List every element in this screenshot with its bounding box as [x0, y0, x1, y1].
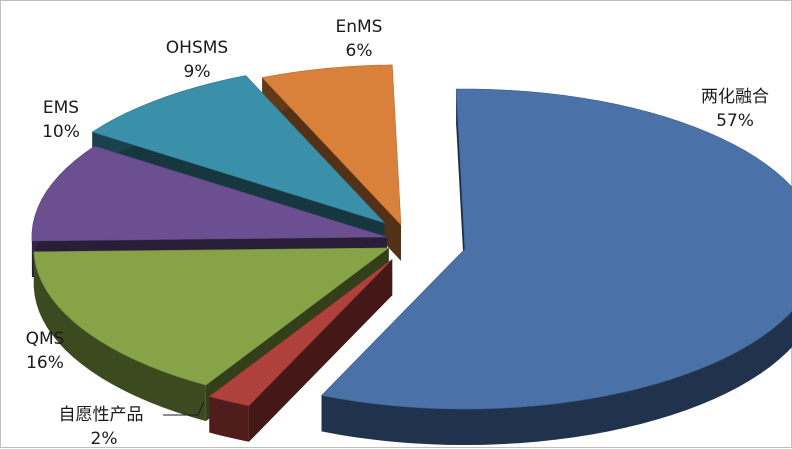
labels-layer: 两化融合 57% 自愿性产品 2% QMS 16% EMS 10% OHSMS …: [26, 17, 769, 449]
slice-top-face: [208, 259, 393, 407]
slice-rim: [321, 89, 792, 446]
slice-value-2: 2%: [91, 429, 118, 449]
pie-slice-1: [320, 88, 792, 446]
slice-label-6: EnMS: [336, 17, 383, 37]
slice-top-face: [261, 64, 402, 226]
slice-label-5: OHSMS: [166, 38, 228, 58]
pie-slice-2: [208, 259, 393, 442]
slice-label-1: 两化融合: [701, 87, 769, 107]
slice-value-3: 16%: [26, 353, 64, 373]
slice-label-3: QMS: [26, 329, 65, 349]
slice-value-6: 6%: [346, 41, 373, 61]
slice-side-wall: [456, 89, 465, 286]
slice-top-face: [31, 145, 387, 242]
slices-layer: [31, 64, 792, 446]
slice-label-4: EMS: [43, 98, 79, 118]
leader-layer: [163, 401, 205, 416]
slice-rim: [209, 396, 249, 442]
slice-top-face: [91, 75, 386, 224]
leader-line-2: [163, 401, 205, 416]
slice-rim: [33, 251, 206, 422]
slice-top-face: [320, 88, 792, 410]
slice-value-4: 10%: [42, 122, 80, 142]
slice-label-2: 自愿性产品: [59, 405, 144, 425]
slice-value-5: 9%: [184, 62, 211, 82]
slice-top-face: [33, 247, 390, 386]
slice-value-1: 57%: [716, 111, 754, 131]
